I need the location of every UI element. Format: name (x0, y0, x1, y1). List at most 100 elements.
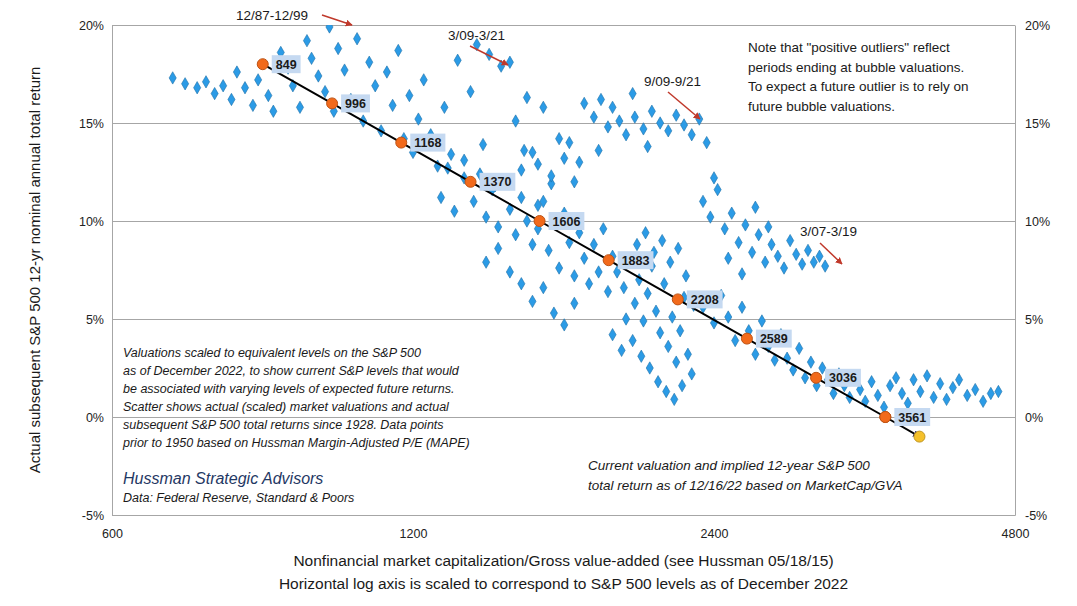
scatter-point (657, 327, 664, 339)
scatter-point (523, 91, 530, 103)
line-point (534, 216, 545, 227)
scatter-point (249, 99, 256, 111)
scatter-point (752, 201, 759, 213)
annotation: total return as of 12/16/22 based on Mar… (588, 478, 902, 493)
scatter-point (822, 260, 829, 272)
scatter-point (930, 391, 937, 403)
annotation-arrow (470, 46, 508, 65)
scatter-point (556, 133, 563, 145)
scatter-point (233, 66, 240, 78)
scatter-point (550, 307, 557, 319)
scatter-point (725, 252, 732, 264)
y-axis-line (112, 26, 113, 516)
y2-axis-tick: 10% (1015, 215, 1050, 229)
scatter-point (793, 248, 800, 260)
data-label-text: 1370 (484, 175, 512, 189)
scatter-point (752, 348, 759, 360)
chart-container: -5%0%5%10%15%20%-5%0%5%10%15%20%60012002… (0, 0, 1077, 606)
y2-axis-tick-label: 5% (1025, 313, 1043, 327)
scatter-point (220, 80, 227, 92)
data-label: 1370 (480, 173, 516, 191)
scatter-point (663, 385, 670, 397)
scatter-point (622, 129, 629, 141)
scatter-point (523, 215, 530, 227)
scatter-point (372, 80, 379, 92)
data-label-text: 3036 (829, 371, 857, 385)
line-point (257, 59, 268, 70)
line-point (396, 137, 407, 148)
scatter-point (518, 164, 525, 176)
scatter-point (241, 82, 248, 94)
scatter-point (661, 278, 668, 290)
scatter-point (721, 223, 728, 235)
y-axis-tick: 5% (86, 313, 112, 327)
y2-axis-tick-label: 0% (1025, 411, 1043, 425)
scatter-point (548, 170, 555, 182)
scatter-point (521, 144, 528, 156)
scatter-point (755, 229, 762, 241)
scatter-point (665, 340, 672, 352)
plot-area (169, 25, 1002, 442)
grid-line (112, 515, 1015, 516)
data-label: 3036 (825, 369, 861, 387)
scatter-point (652, 305, 659, 317)
annotation: 3/07-3/19 (800, 224, 857, 239)
data-label: 2208 (687, 290, 723, 308)
scatter-point (383, 66, 390, 78)
scatter-point (917, 385, 924, 397)
scatter-point (604, 121, 611, 133)
scatter-point (655, 376, 662, 388)
scatter-point (194, 82, 201, 94)
line-point (603, 255, 614, 266)
scatter-point (892, 372, 899, 384)
scatter-point (556, 262, 563, 274)
y2-axis-line (1015, 26, 1016, 516)
line-point (327, 98, 338, 109)
scatter-point (540, 281, 547, 293)
scatter-point (964, 389, 971, 401)
data-label: 3561 (894, 408, 930, 426)
y-axis-tick-label: 5% (86, 313, 104, 327)
data-label: 1168 (410, 134, 445, 152)
scatter-point (937, 378, 944, 390)
grid-line (112, 123, 1015, 124)
data-label: 2589 (756, 330, 792, 348)
scatter-point (467, 85, 474, 97)
data-label-box (341, 94, 370, 112)
x-axis-tick: 1200 (400, 515, 428, 541)
scatter-point (710, 172, 717, 184)
scatter-point (703, 136, 710, 148)
scatter-point (665, 125, 672, 137)
scatter-point (987, 387, 994, 399)
scatter-point (321, 85, 328, 97)
scatter-point (688, 368, 695, 380)
data-label-text: 2589 (760, 332, 788, 346)
y-axis-tick-label: 10% (79, 215, 104, 229)
scatter-point (308, 52, 315, 64)
scatter-point (644, 287, 651, 299)
annotation-arrow (322, 15, 352, 25)
data-label: 849 (272, 55, 301, 73)
line-point (811, 372, 822, 383)
data-label: 996 (341, 94, 370, 112)
line-point (465, 176, 476, 187)
y-axis-tick: 10% (79, 215, 112, 229)
scatter-point (707, 211, 714, 223)
scatter-point (679, 379, 686, 391)
scatter-point (420, 74, 427, 86)
annotations: 12/87-12/993/09-3/219/09-9/213/07-3/19No… (122, 8, 969, 505)
scatter-point (657, 117, 664, 129)
data-label-box (272, 55, 301, 73)
scatter-point (270, 105, 277, 117)
data-label-text: 1168 (414, 136, 441, 150)
scatter-point (518, 278, 525, 290)
scatter-point (586, 278, 593, 290)
x-axis-tick: 4800 (1002, 515, 1030, 541)
scatter-point (923, 370, 930, 382)
scatter-point (758, 315, 765, 327)
scatter-point (629, 334, 636, 346)
y-axis-title: Actual subsequent S&P 500 12-yr nominal … (26, 67, 43, 474)
scatter-point (495, 242, 502, 254)
scatter-point (341, 64, 348, 76)
y-axis: -5%0%5%10%15%20% (79, 19, 113, 523)
